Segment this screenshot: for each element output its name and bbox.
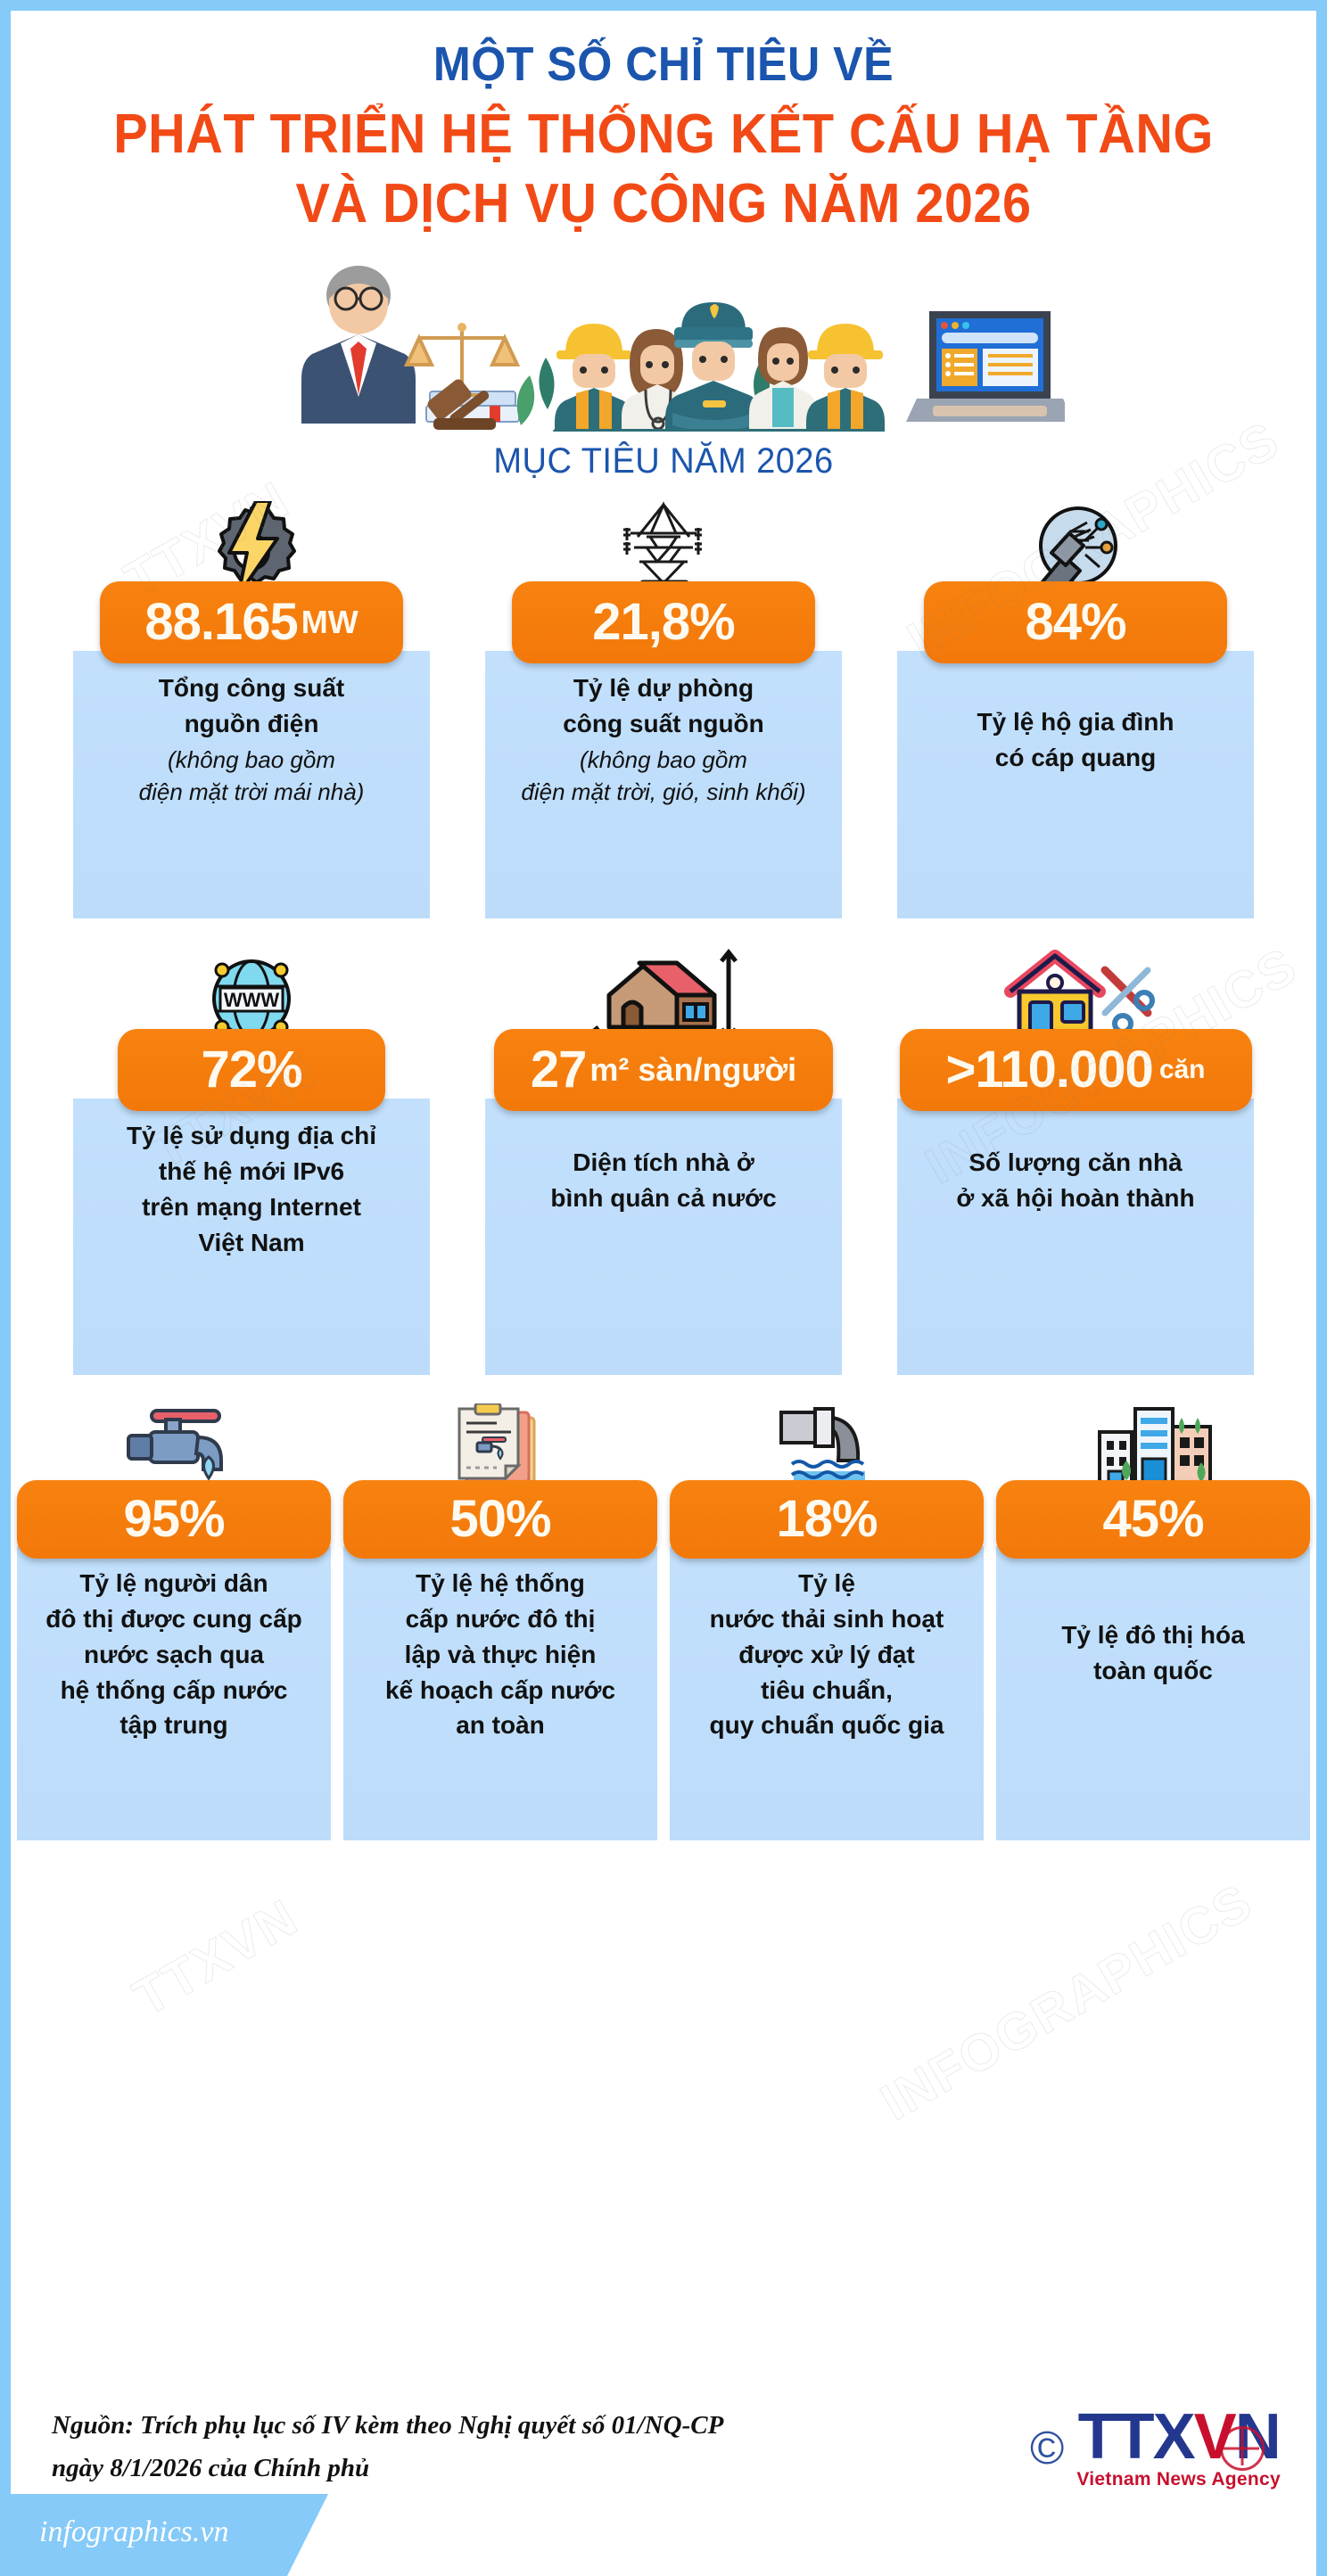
stat-body: Tỷ lệ đô thị hóa toàn quốc [996, 1546, 1310, 1841]
scissors-icon [1100, 966, 1155, 1035]
ttxvn-logo: TTXVN Vietnam News Agency [1076, 2405, 1281, 2490]
stat-card-social-housing: >110.000 căn Số lượng căn nhà ở xã hội ho… [897, 949, 1254, 1376]
stat-lead: Tỷ lệ hệ thống cấp nước đô thị lập và thực… [384, 1569, 616, 1740]
hero-scene-svg [301, 266, 1065, 432]
stat-card-housing-area: 27 m² sàn/người Diện tích nhà ở bình quân… [485, 949, 842, 1376]
house-ribbon-cut-icon [991, 949, 1160, 1045]
stat-card-water-plan: 50% Tỷ lệ hệ thống cấp nước đô thị lập và … [343, 1400, 657, 1841]
svg-text:WWW: WWW [224, 989, 280, 1011]
logo-tt: TT [1077, 2400, 1155, 2473]
stat-value: 88.165 [144, 593, 298, 652]
stat-pill: 18% [670, 1480, 984, 1560]
water-plan-document-icon [447, 1400, 554, 1496]
laptop-service-portal-icon [906, 311, 1065, 423]
stat-card-reserve-capacity: 21,8% Tỷ lệ dự phòng công suất nguồn (khô… [485, 501, 842, 919]
stat-card-total-power: 88.165 MW Tổng công suất nguồn điện (khôn… [73, 501, 430, 919]
title-line-1: MỘT SỐ CHỈ TIÊU VỀ [433, 37, 894, 91]
stat-card-urbanization: 45% Tỷ lệ đô thị hóa toàn quốc [996, 1400, 1310, 1841]
stat-value: 45% [1102, 1490, 1204, 1549]
stat-pill: 45% [996, 1480, 1310, 1560]
stat-lead: Tỷ lệ đô thị hóa toàn quốc [1061, 1621, 1245, 1685]
site-band: infographics.vn [11, 2494, 328, 2576]
stat-lead: Tỷ lệ sử dụng địa chỉ thế hệ mới IPv6 trên… [126, 1122, 377, 1256]
stat-body: Tỷ lệ người dân đô thị được cung cấp nước … [17, 1546, 331, 1841]
stat-note: (không bao gồm điện mặt trời, gió, sinh k… [521, 745, 806, 806]
worker-group-icon [553, 302, 885, 432]
stat-unit: m² sàn/người [589, 1051, 797, 1089]
infographic-canvas: MỘT SỐ CHỈ TIÊU VỀ PHÁT TRIỂN HỆ THỐNG K… [11, 11, 1316, 2576]
stat-body: Tỷ lệ hộ gia đình có cáp quang [897, 651, 1254, 919]
source-note: Nguồn: Trích phụ lục số IV kèm theo Nghị… [52, 2405, 723, 2490]
stat-pill: 95% [17, 1480, 331, 1560]
gavel-icon [427, 379, 496, 431]
stat-value: 50% [449, 1490, 551, 1549]
stat-value: >110.000 [945, 1041, 1153, 1099]
fiber-optic-cable-icon [1023, 501, 1128, 598]
stat-body: Số lượng căn nhà ở xã hội hoàn thành [897, 1099, 1254, 1376]
stat-body: Tỷ lệ nước thải sinh hoạt được xử lý đạt ti… [670, 1546, 984, 1841]
site-url[interactable]: infographics.vn [39, 2515, 229, 2548]
title-line-2: PHÁT TRIỂN HỆ THỐNG KẾT CẤU HẠ TẦNG [113, 103, 1214, 166]
stat-card-clean-water: 95% Tỷ lệ người dân đô thị được cung cấp n… [17, 1400, 331, 1841]
stat-pill: 21,8% [512, 581, 815, 664]
stat-lead: Số lượng căn nhà ở xã hội hoàn thành [956, 1148, 1195, 1213]
stat-lead: Tỷ lệ dự phòng công suất nguồn [563, 674, 764, 738]
stat-pill: 72% [118, 1029, 385, 1112]
stat-body: Tỷ lệ hệ thống cấp nước đô thị lập và thực… [343, 1546, 657, 1841]
agency-subtitle: Vietnam News Agency [1076, 2469, 1281, 2490]
stat-pill: >110.000 căn [899, 1029, 1252, 1112]
source-line-1: Nguồn: Trích phụ lục số IV kèm theo Nghị… [52, 2411, 724, 2440]
copyright-icon: © [1030, 2422, 1065, 2474]
stat-card-wastewater: 18% Tỷ lệ nước thải sinh hoạt được xử lý đ… [670, 1400, 984, 1841]
globe-icon [1220, 2426, 1265, 2471]
stat-body: Tỷ lệ dự phòng công suất nguồn (không bao… [485, 651, 842, 919]
hero-illustration [11, 249, 1316, 436]
title-line-3: VÀ DỊCH VỤ CÔNG NĂM 2026 [295, 172, 1032, 235]
source-line-2: ngày 8/1/2026 của Chính phủ [52, 2453, 370, 2482]
footer: Nguồn: Trích phụ lục số IV kèm theo Nghị… [11, 2371, 1316, 2576]
stat-row-3: 95% Tỷ lệ người dân đô thị được cung cấp n… [11, 1400, 1316, 1841]
stat-note: (không bao gồm điện mặt trời mái nhà) [138, 745, 365, 806]
subtitle-goal-2026: MỤC TIÊU NĂM 2026 [493, 441, 834, 481]
stat-unit: căn [1158, 1055, 1206, 1085]
stat-value: 21,8% [592, 593, 735, 652]
stat-value: 27 [530, 1041, 588, 1099]
title-block: MỘT SỐ CHỈ TIÊU VỀ PHÁT TRIỂN HỆ THỐNG K… [11, 11, 1316, 235]
watermark: TTXVN [124, 1888, 309, 2028]
stat-body: Tỷ lệ sử dụng địa chỉ thế hệ mới IPv6 trên… [73, 1099, 430, 1376]
stat-card-ipv6: WWW 72% Tỷ lệ sử dụng địa chỉ thế hệ mới … [73, 949, 430, 1376]
stat-value: 18% [776, 1490, 878, 1549]
stat-pill: 27 m² sàn/người [494, 1029, 833, 1112]
stat-lead: Tỷ lệ người dân đô thị được cung cấp nước … [45, 1569, 302, 1740]
stat-lead: Tổng công suất nguồn điện [158, 674, 345, 738]
stat-body: Tổng công suất nguồn điện (không bao gồm đ… [73, 651, 430, 919]
stat-lead: Diện tích nhà ở bình quân cả nước [550, 1148, 777, 1213]
stat-pill: 84% [924, 581, 1227, 664]
stat-pill: 88.165 MW [100, 581, 403, 664]
stat-row-1: 88.165 MW Tổng công suất nguồn điện (khôn… [11, 501, 1316, 919]
stat-card-fiber-households: 84% Tỷ lệ hộ gia đình có cáp quang [897, 501, 1254, 919]
agency-logo: © TTXVN Vietnam News Agency [1030, 2405, 1282, 2490]
stat-unit: MW [301, 604, 359, 641]
logo-x: X [1152, 2400, 1196, 2473]
stat-body: Diện tích nhà ở bình quân cả nước [485, 1099, 842, 1376]
stat-lead: Tỷ lệ nước thải sinh hoạt được xử lý đạt ti… [709, 1569, 944, 1740]
stat-value: 72% [201, 1041, 302, 1099]
stat-lead: Tỷ lệ hộ gia đình có cáp quang [977, 708, 1175, 772]
stat-value: 84% [1025, 593, 1126, 652]
water-tap-icon [116, 1400, 232, 1496]
stat-pill: 50% [343, 1480, 657, 1560]
stat-value: 95% [123, 1490, 225, 1549]
watermark: INFOGRAPHICS [871, 1872, 1263, 2133]
stat-row-2: WWW 72% Tỷ lệ sử dụng địa chỉ thế hệ mới … [11, 949, 1316, 1376]
judge-figure-icon [301, 266, 416, 424]
